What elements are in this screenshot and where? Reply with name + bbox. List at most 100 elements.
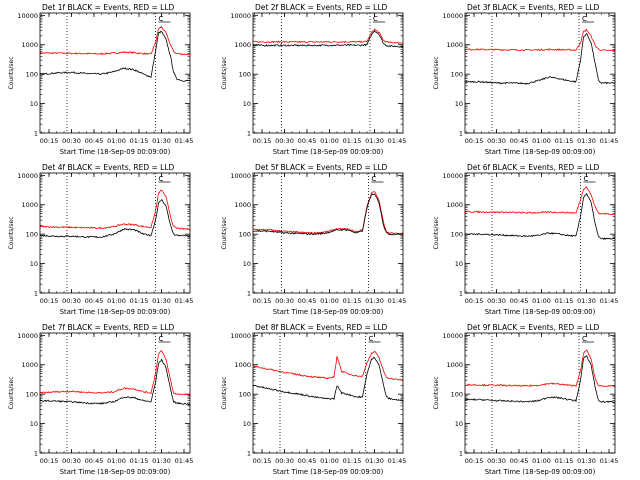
y-tick-label: 10000 xyxy=(230,332,251,340)
x-tick-label: 00:45 xyxy=(85,297,104,305)
y-tick-label: 10 xyxy=(243,100,251,108)
y-tick-label: 10000 xyxy=(442,332,463,340)
x-tick-label: 01:00 xyxy=(320,297,339,305)
y-tick-label: 1000 xyxy=(234,361,251,369)
panel-det-4: Det 4f BLACK = Events, RED = LLD Counts/s… xyxy=(8,163,193,316)
x-tick-label: 01:15 xyxy=(343,297,362,305)
panel-title: Det 4f BLACK = Events, RED = LLD xyxy=(42,163,175,172)
plot-frame xyxy=(464,172,616,294)
y-tick-label: 100 xyxy=(239,391,251,399)
x-tick-label: 01:15 xyxy=(555,457,574,465)
panel-det-1: Det 1f BLACK = Events, RED = LLD Counts/s… xyxy=(8,3,193,156)
events-series-line xyxy=(39,358,191,406)
panel-title: Det 2f BLACK = Events, RED = LLD xyxy=(255,3,388,12)
x-axis-label: Start Time (18-Sep-09 00:09:00) xyxy=(485,468,596,476)
x-tick-label: 01:45 xyxy=(388,137,407,145)
x-tick-label: 00:30 xyxy=(275,457,294,465)
y-tick-label: 10000 xyxy=(230,12,251,20)
plot-frame xyxy=(464,12,616,134)
x-tick-label: 01:00 xyxy=(320,137,339,145)
panel-det-6: Det 6f BLACK = Events, RED = LLD Counts/s… xyxy=(433,163,618,316)
x-tick-label: 01:00 xyxy=(107,137,126,145)
x-tick-label: 00:15 xyxy=(253,137,272,145)
x-axis-label: Start Time (18-Sep-09 00:09:00) xyxy=(485,308,596,316)
x-tick-label: 00:45 xyxy=(510,457,529,465)
panel-det-8: Det 8f BLACK = Events, RED = LLD Counts/s… xyxy=(221,323,406,476)
y-tick-label: 1000 xyxy=(234,41,251,49)
panel-det-2: Det 2f BLACK = Events, RED = LLD Counts/s… xyxy=(221,3,406,156)
y-tick-label: 1 xyxy=(459,290,463,298)
y-tick-label: 1000 xyxy=(446,361,463,369)
y-tick-label: 1000 xyxy=(21,201,38,209)
x-tick-label: 00:45 xyxy=(85,457,104,465)
lld-series-line xyxy=(252,350,404,382)
x-tick-label: 01:30 xyxy=(365,297,384,305)
lld-series-line xyxy=(39,25,191,56)
x-tick-label: 01:45 xyxy=(175,457,194,465)
x-tick-label: 01:00 xyxy=(532,137,551,145)
events-series-line xyxy=(464,355,616,404)
x-tick-label: 00:15 xyxy=(465,457,484,465)
x-tick-label: 01:15 xyxy=(130,137,149,145)
y-tick-label: 10 xyxy=(30,420,38,428)
x-tick-label: 00:30 xyxy=(487,137,506,145)
plot-frame xyxy=(464,332,616,454)
y-tick-label: 1 xyxy=(34,450,38,458)
y-tick-label: 10 xyxy=(30,260,38,268)
x-tick-label: 01:00 xyxy=(107,457,126,465)
events-series-line xyxy=(464,192,616,241)
y-axis-label: Counts/sec xyxy=(433,376,440,409)
y-tick-label: 10000 xyxy=(230,172,251,180)
panel-title: Det 6f BLACK = Events, RED = LLD xyxy=(467,163,600,172)
x-tick-label: 00:15 xyxy=(40,297,59,305)
flag-label: C xyxy=(369,335,374,343)
x-tick-label: 00:30 xyxy=(487,457,506,465)
lld-series-line xyxy=(39,350,191,396)
y-tick-label: 1 xyxy=(34,290,38,298)
y-tick-label: 100 xyxy=(451,231,463,239)
y-tick-label: 100 xyxy=(239,71,251,79)
y-axis-label: Counts/sec xyxy=(8,216,15,249)
panel-det-9: Det 9f BLACK = Events, RED = LLD Counts/s… xyxy=(433,323,618,476)
x-tick-label: 01:15 xyxy=(130,297,149,305)
y-tick-label: 100 xyxy=(26,391,38,399)
x-tick-label: 01:30 xyxy=(577,457,596,465)
panel-title: Det 8f BLACK = Events, RED = LLD xyxy=(255,323,388,332)
flag-label: C xyxy=(582,15,587,23)
y-tick-label: 1 xyxy=(247,130,251,138)
x-tick-label: 01:45 xyxy=(388,457,407,465)
y-tick-label: 10000 xyxy=(17,332,38,340)
x-tick-label: 00:15 xyxy=(253,457,272,465)
flag-label: C xyxy=(373,15,378,23)
y-tick-label: 1000 xyxy=(21,361,38,369)
x-tick-label: 00:30 xyxy=(487,297,506,305)
y-tick-label: 1000 xyxy=(21,41,38,49)
panel-title: Det 1f BLACK = Events, RED = LLD xyxy=(42,3,175,12)
flag-label: C xyxy=(584,175,589,183)
lld-series-line xyxy=(464,186,615,216)
x-tick-label: 00:30 xyxy=(275,137,294,145)
y-tick-label: 10 xyxy=(455,420,463,428)
y-axis-label: Counts/sec xyxy=(221,216,228,249)
y-tick-label: 10000 xyxy=(442,172,463,180)
y-axis-label: Counts/sec xyxy=(433,56,440,89)
x-tick-label: 01:45 xyxy=(175,297,194,305)
x-tick-label: 01:45 xyxy=(600,297,619,305)
y-tick-label: 1 xyxy=(247,290,251,298)
panel-title: Det 7f BLACK = Events, RED = LLD xyxy=(42,323,175,332)
lld-series-line xyxy=(464,349,616,388)
flag-label: C xyxy=(372,175,377,183)
x-tick-label: 01:45 xyxy=(600,457,619,465)
flag-label: C xyxy=(159,15,164,23)
panel-title: Det 3f BLACK = Events, RED = LLD xyxy=(467,3,600,12)
x-tick-label: 01:30 xyxy=(577,297,596,305)
x-axis-label: Start Time (18-Sep-09 00:09:00) xyxy=(273,468,384,476)
x-tick-label: 00:45 xyxy=(298,297,317,305)
y-tick-label: 100 xyxy=(26,71,38,79)
y-tick-label: 1000 xyxy=(446,41,463,49)
x-tick-label: 01:45 xyxy=(175,137,194,145)
y-axis-label: Counts/sec xyxy=(8,56,15,89)
x-tick-label: 00:15 xyxy=(465,297,484,305)
panel-det-5: Det 5f BLACK = Events, RED = LLD Counts/s… xyxy=(221,163,406,316)
x-tick-label: 01:15 xyxy=(130,457,149,465)
